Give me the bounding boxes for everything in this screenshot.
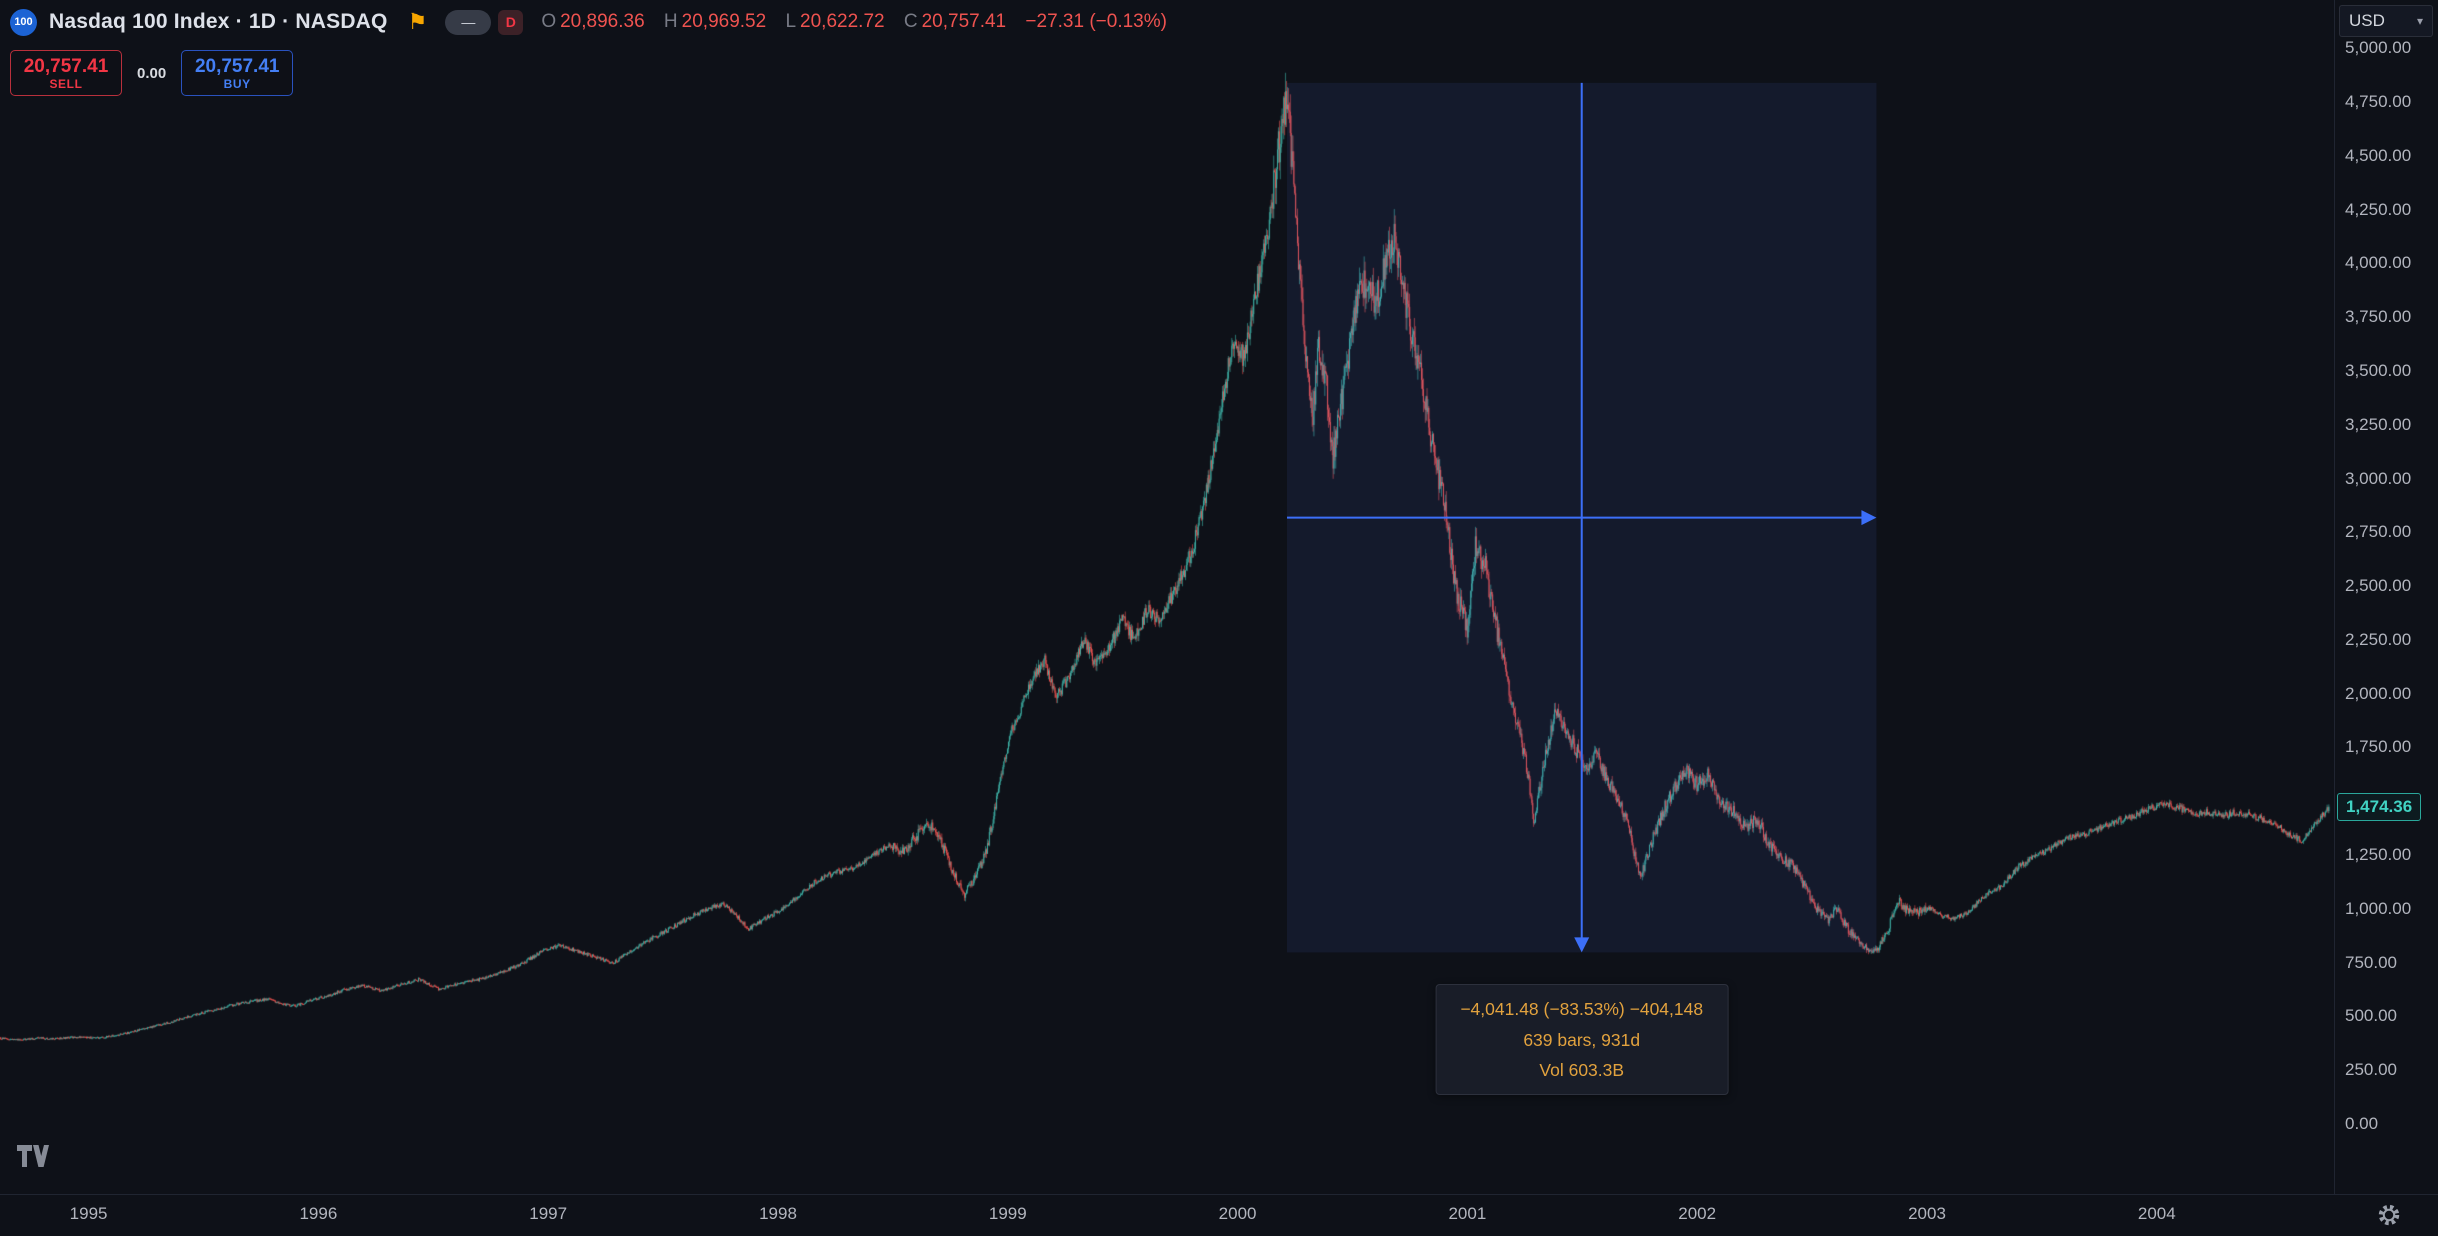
buy-price: 20,757.41 (194, 55, 280, 77)
price-tick: 4,000.00 (2345, 253, 2412, 273)
low-value: 20,622.72 (800, 11, 885, 32)
gear-glyph (2378, 1204, 2400, 1226)
measure-change-line: −4,041.48 (−83.53%) −404,148 (1460, 999, 1704, 1020)
measure-tooltip: −4,041.48 (−83.53%) −404,148 639 bars, 9… (1435, 984, 1729, 1095)
price-tick: 4,500.00 (2345, 145, 2412, 165)
price-tick: 2,500.00 (2345, 576, 2412, 596)
high-value: 20,969.52 (681, 11, 767, 32)
buy-label: BUY (223, 76, 251, 91)
chart-canvas[interactable] (0, 0, 2334, 1194)
chart-header: 100 Nasdaq 100 Index · 1D · NASDAQ ⚑ — D… (10, 0, 1167, 96)
price-tick: 1,750.00 (2345, 737, 2412, 757)
ohlc-values: O 20,896.36 H 20,969.52 L 20,622.72 C 20,757… (541, 11, 1167, 33)
price-tick: 2,750.00 (2345, 522, 2412, 542)
sell-label: SELL (49, 76, 83, 91)
price-tick: 2,250.00 (2345, 629, 2412, 649)
symbol-logo: 100 (10, 8, 37, 36)
close-value: 20,757.41 (921, 11, 1007, 32)
price-tick: 1,250.00 (2345, 845, 2412, 865)
year-tick: 1999 (988, 1204, 1027, 1223)
time-axis[interactable]: 1995 1996 1997 1998 1999 2000 2001 2002 2003 2004 (0, 1194, 2438, 1236)
interval-badge[interactable]: D (498, 9, 524, 35)
price-tick: 3,500.00 (2345, 360, 2412, 380)
low-label: L (785, 11, 797, 32)
year-tick: 2001 (1448, 1204, 1487, 1223)
year-tick: 1998 (759, 1204, 797, 1223)
close-label: C (903, 11, 918, 32)
currency-selector[interactable]: USD ▾ (2339, 5, 2433, 37)
trade-panel: 20,757.41 SELL 0.00 20,757.41 BUY (10, 50, 1167, 96)
last-price-label: 1,474.36 (2337, 792, 2422, 821)
sell-button[interactable]: 20,757.41 SELL (10, 50, 122, 96)
price-tick: 2,000.00 (2345, 683, 2412, 703)
sell-price: 20,757.41 (23, 55, 109, 77)
settings-gear-icon[interactable] (2372, 1198, 2406, 1236)
price-tick: 4,750.00 (2345, 91, 2412, 111)
high-label: H (663, 11, 678, 32)
price-tick: 0.00 (2345, 1114, 2379, 1133)
measure-bars-line: 639 bars, 931d (1523, 1029, 1641, 1050)
price-tick: 500.00 (2345, 1006, 2397, 1026)
year-tick: 2004 (2137, 1204, 2176, 1223)
flag-icon[interactable]: ⚑ (407, 9, 428, 34)
open-value: 20,896.36 (560, 11, 645, 32)
currency-label: USD (2349, 11, 2385, 30)
change-value: −27.31 (−0.13%) (1025, 11, 1167, 32)
tradingview-logo[interactable] (16, 1144, 50, 1173)
minimize-pill[interactable]: — (445, 9, 492, 35)
open-label: O (541, 11, 557, 32)
chevron-down-icon: ▾ (2416, 14, 2423, 28)
symbol-title[interactable]: Nasdaq 100 Index · 1D · NASDAQ (49, 10, 388, 33)
price-tick: 3,250.00 (2345, 414, 2412, 434)
price-axis[interactable]: USD ▾ 5,000.00 4,750.00 4,500.00 4,250.00 4,… (2334, 0, 2438, 1236)
price-tick: 250.00 (2345, 1060, 2397, 1080)
year-tick: 2003 (1908, 1204, 1946, 1223)
price-tick: 5,000.00 (2345, 38, 2412, 58)
year-tick: 2002 (1678, 1204, 1717, 1223)
price-tick: 3,750.00 (2345, 307, 2412, 327)
year-tick: 1995 (69, 1204, 108, 1223)
year-tick: 1996 (299, 1204, 338, 1223)
year-tick: 1997 (529, 1204, 568, 1223)
tradingview-logo-glyph (17, 1145, 49, 1167)
price-tick: 750.00 (2345, 952, 2397, 972)
price-tick: 1,000.00 (2345, 898, 2412, 918)
measure-volume-line: Vol 603.3B (1539, 1059, 1625, 1080)
symbol-row: 100 Nasdaq 100 Index · 1D · NASDAQ ⚑ — D… (10, 0, 1167, 44)
spread-value: 0.00 (137, 64, 167, 82)
buy-button[interactable]: 20,757.41 BUY (181, 50, 294, 96)
symbol-logo-text: 100 (14, 16, 33, 28)
year-tick: 2000 (1218, 1204, 1257, 1223)
price-tick: 3,000.00 (2345, 468, 2412, 488)
price-tick: 4,250.00 (2345, 199, 2412, 219)
